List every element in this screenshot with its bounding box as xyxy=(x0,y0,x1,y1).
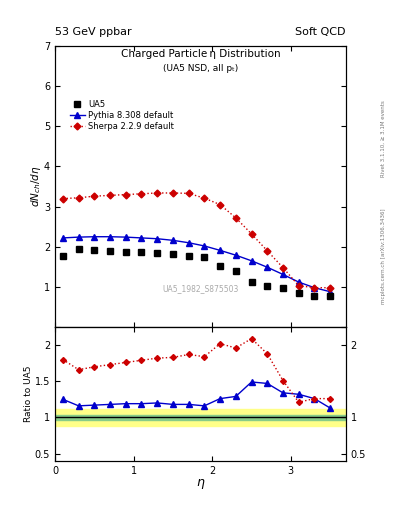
Sherpa 2.2.9 default xyxy=(249,231,254,237)
Pythia 8.308 default xyxy=(61,235,65,241)
Sherpa 2.2.9 default xyxy=(296,283,301,289)
Text: Rivet 3.1.10, ≥ 3.1M events: Rivet 3.1.10, ≥ 3.1M events xyxy=(381,100,386,177)
Pythia 8.308 default xyxy=(92,233,97,240)
UA5 xyxy=(108,248,112,254)
UA5 xyxy=(296,290,301,296)
Line: Pythia 8.308 default: Pythia 8.308 default xyxy=(60,233,333,295)
Text: Charged Particle η Distribution: Charged Particle η Distribution xyxy=(121,49,280,59)
Y-axis label: $dN_{ch}/d\eta$: $dN_{ch}/d\eta$ xyxy=(29,166,42,207)
Sherpa 2.2.9 default xyxy=(139,190,144,197)
Sherpa 2.2.9 default xyxy=(108,193,112,199)
Sherpa 2.2.9 default xyxy=(233,215,238,221)
UA5 xyxy=(265,284,270,290)
Bar xyxy=(55,409,346,426)
Pythia 8.308 default xyxy=(202,243,207,249)
Pythia 8.308 default xyxy=(155,236,160,242)
Pythia 8.308 default xyxy=(249,258,254,264)
UA5 xyxy=(202,254,207,260)
UA5 xyxy=(155,250,160,256)
Pythia 8.308 default xyxy=(171,237,175,243)
X-axis label: $\eta$: $\eta$ xyxy=(196,477,205,491)
UA5 xyxy=(249,280,254,286)
Sherpa 2.2.9 default xyxy=(76,195,81,201)
UA5 xyxy=(171,250,175,257)
Sherpa 2.2.9 default xyxy=(265,248,270,254)
Legend: UA5, Pythia 8.308 default, Sherpa 2.2.9 default: UA5, Pythia 8.308 default, Sherpa 2.2.9 … xyxy=(68,98,175,133)
UA5 xyxy=(61,252,65,259)
Pythia 8.308 default xyxy=(296,279,301,285)
UA5 xyxy=(92,247,97,253)
Sherpa 2.2.9 default xyxy=(61,196,65,202)
UA5 xyxy=(218,263,222,269)
Sherpa 2.2.9 default xyxy=(92,193,97,199)
Sherpa 2.2.9 default xyxy=(328,285,332,291)
Text: mcplots.cern.ch [arXiv:1306.3436]: mcplots.cern.ch [arXiv:1306.3436] xyxy=(381,208,386,304)
Line: Sherpa 2.2.9 default: Sherpa 2.2.9 default xyxy=(61,190,332,290)
Pythia 8.308 default xyxy=(139,235,144,241)
Text: 53 GeV ppbar: 53 GeV ppbar xyxy=(55,27,132,37)
UA5 xyxy=(328,293,332,299)
UA5 xyxy=(76,246,81,252)
Sherpa 2.2.9 default xyxy=(171,190,175,196)
Pythia 8.308 default xyxy=(281,271,285,278)
Text: UA5_1982_S875503: UA5_1982_S875503 xyxy=(162,284,239,293)
Pythia 8.308 default xyxy=(108,233,112,240)
Y-axis label: Ratio to UA5: Ratio to UA5 xyxy=(24,366,33,422)
Pythia 8.308 default xyxy=(186,240,191,246)
UA5 xyxy=(233,268,238,274)
Text: Soft QCD: Soft QCD xyxy=(296,27,346,37)
Text: (UA5 NSD, all pₜ): (UA5 NSD, all pₜ) xyxy=(163,65,238,73)
Sherpa 2.2.9 default xyxy=(186,190,191,197)
Pythia 8.308 default xyxy=(123,234,128,240)
Sherpa 2.2.9 default xyxy=(123,191,128,198)
Sherpa 2.2.9 default xyxy=(281,265,285,271)
UA5 xyxy=(186,252,191,259)
Sherpa 2.2.9 default xyxy=(202,195,207,201)
Sherpa 2.2.9 default xyxy=(218,202,222,208)
Pythia 8.308 default xyxy=(218,247,222,253)
Pythia 8.308 default xyxy=(76,234,81,240)
Pythia 8.308 default xyxy=(233,252,238,258)
Bar xyxy=(55,415,346,420)
UA5 xyxy=(139,249,144,255)
UA5 xyxy=(281,285,285,291)
Line: UA5: UA5 xyxy=(60,246,333,299)
Pythia 8.308 default xyxy=(312,285,317,291)
Sherpa 2.2.9 default xyxy=(312,285,317,291)
Pythia 8.308 default xyxy=(328,289,332,295)
Sherpa 2.2.9 default xyxy=(155,190,160,196)
UA5 xyxy=(123,248,128,254)
Pythia 8.308 default xyxy=(265,264,270,270)
UA5 xyxy=(312,293,317,299)
